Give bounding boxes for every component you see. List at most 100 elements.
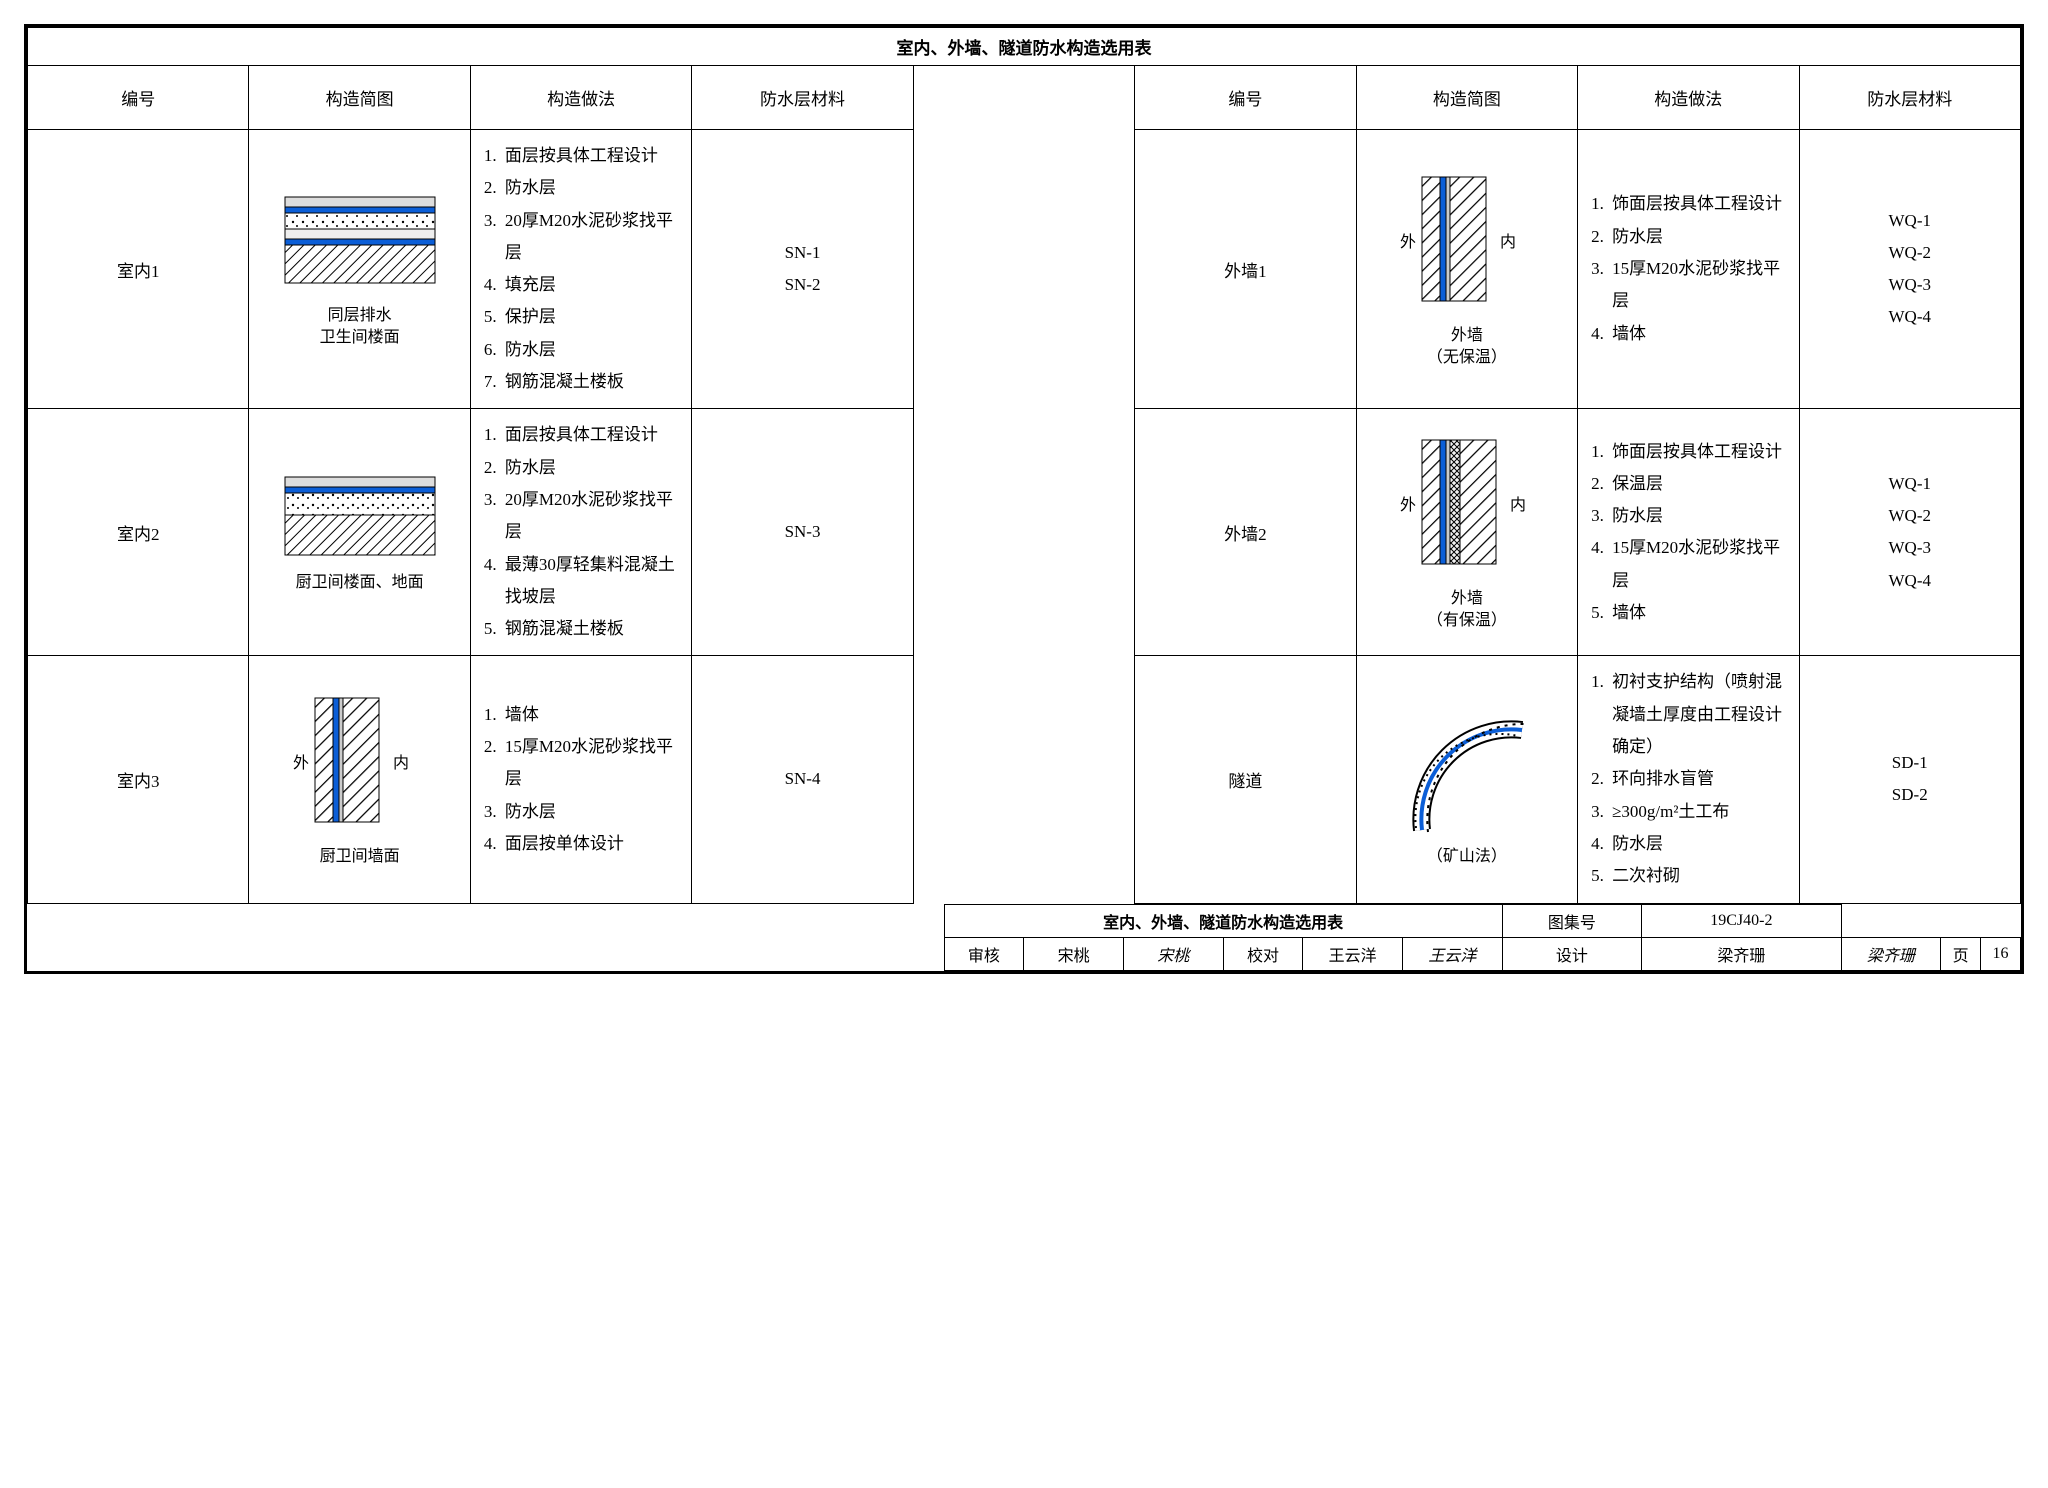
row-material: SN-1SN-2 [692,130,913,409]
method-step: 15厚M20水泥砂浆找平层 [501,731,683,796]
method-step: 20厚M20水泥砂浆找平层 [501,484,683,549]
method-step: 面层按具体工程设计 [501,419,683,451]
material-code: WQ-1 [1808,468,2013,500]
method-step: 墙体 [1608,597,1790,629]
material-code: SN-1 [700,237,904,269]
row-material: SN-3 [692,409,913,656]
row-diagram: 外 内 外墙（有保温） [1356,409,1577,656]
method-step: 填充层 [501,269,683,301]
method-step: 二次衬砌 [1608,860,1790,892]
method-step: 防水层 [1608,828,1790,860]
method-step: 保温层 [1608,468,1790,500]
design-sig: 梁齐珊 [1841,937,1941,970]
table-title: 室内、外墙、隧道防水构造选用表 [28,28,2021,66]
diagram-caption: 外墙（无保温） [1427,325,1507,370]
review-sig: 宋桃 [1123,937,1223,970]
material-code: SD-2 [1808,779,2013,811]
design-label: 设计 [1502,937,1642,970]
row-material: SD-1SD-2 [1799,656,2021,903]
method-step: 钢筋混凝土楼板 [501,366,683,398]
material-code: WQ-1 [1808,205,2013,237]
footer-title: 室内、外墙、隧道防水构造选用表 [944,904,1502,937]
method-step: 墙体 [501,699,683,731]
row-id: 室内3 [28,656,249,903]
check-name: 王云洋 [1303,937,1403,970]
row-method: 初衬支护结构（喷射混凝墙土厚度由工程设计确定）环向排水盲管≥300g/m²土工布… [1578,656,1799,903]
row-id: 隧道 [1135,656,1356,903]
row-id: 室内2 [28,409,249,656]
row-material: SN-4 [692,656,913,903]
material-code: WQ-2 [1808,500,2013,532]
row-id: 外墙2 [1135,409,1356,656]
table-row: 室内1 同层排水卫生间楼面 面层按具体工程设计防水层20厚M20水泥砂浆找平层填… [28,130,2021,409]
material-code: WQ-3 [1808,532,2013,564]
method-step: 防水层 [501,334,683,366]
row-diagram: （矿山法） [1356,656,1577,903]
method-step: 饰面层按具体工程设计 [1608,188,1790,220]
atlas-no: 19CJ40-2 [1642,904,1841,937]
header-row: 编号 构造简图 构造做法 防水层材料 编号 构造简图 构造做法 防水层材料 [28,66,2021,130]
page-label: 页 [1941,937,1981,970]
svg-text:外: 外 [293,754,309,772]
hdr-diagram-left: 构造简图 [249,66,470,130]
method-step: 钢筋混凝土楼板 [501,613,683,645]
method-step: 防水层 [501,172,683,204]
atlas-no-label: 图集号 [1502,904,1642,937]
method-step: 防水层 [501,452,683,484]
method-step: 防水层 [1608,221,1790,253]
method-step: 15厚M20水泥砂浆找平层 [1608,532,1790,597]
check-label: 校对 [1223,937,1303,970]
material-code: WQ-3 [1808,269,2013,301]
hdr-method-left: 构造做法 [470,66,691,130]
svg-text:内: 内 [1510,496,1526,514]
hdr-id-left: 编号 [28,66,249,130]
title-block: 室内、外墙、隧道防水构造选用表 图集号 19CJ40-2 审核 宋桃 宋桃 校对… [27,904,2021,971]
row-id: 外墙1 [1135,130,1356,409]
svg-text:内: 内 [1500,233,1516,251]
hdr-diagram-right: 构造简图 [1356,66,1577,130]
review-name: 宋桃 [1024,937,1124,970]
material-code: SN-2 [700,269,904,301]
material-code: SN-4 [700,763,904,795]
row-method: 面层按具体工程设计防水层20厚M20水泥砂浆找平层最薄30厚轻集料混凝土找坡层钢… [470,409,691,656]
row-material: WQ-1WQ-2WQ-3WQ-4 [1799,409,2021,656]
method-step: 15厚M20水泥砂浆找平层 [1608,253,1790,318]
material-code: SN-3 [700,516,904,548]
diagram-caption: 外墙（有保温） [1427,588,1507,633]
row-method: 饰面层按具体工程设计防水层15厚M20水泥砂浆找平层墙体 [1578,130,1799,409]
material-code: WQ-2 [1808,237,2013,269]
row-id: 室内1 [28,130,249,409]
review-label: 审核 [944,937,1024,970]
hdr-id-right: 编号 [1135,66,1356,130]
table-row: 室内2 厨卫间楼面、地面 面层按具体工程设计防水层20厚M20水泥砂浆找平层最薄… [28,409,2021,656]
row-diagram: 同层排水卫生间楼面 [249,130,470,409]
row-diagram: 外 内 外墙（无保温） [1356,130,1577,409]
row-diagram: 厨卫间楼面、地面 [249,409,470,656]
svg-text:外: 外 [1400,496,1416,514]
page-no: 16 [1981,937,2021,970]
svg-text:内: 内 [393,754,409,772]
method-step: 最薄30厚轻集料混凝土找坡层 [501,549,683,614]
material-code: WQ-4 [1808,565,2013,597]
row-method: 墙体15厚M20水泥砂浆找平层防水层面层按单体设计 [470,656,691,903]
method-step: 面层按具体工程设计 [501,140,683,172]
check-sig: 王云洋 [1402,937,1502,970]
method-step: 保护层 [501,301,683,333]
diagram-caption: 厨卫间墙面 [320,846,400,868]
method-step: 初衬支护结构（喷射混凝墙土厚度由工程设计确定） [1608,666,1790,763]
method-step: 面层按单体设计 [501,828,683,860]
hdr-material-right: 防水层材料 [1799,66,2021,130]
diagram-caption: 同层排水卫生间楼面 [320,305,400,350]
method-step: 墙体 [1608,318,1790,350]
material-code: WQ-4 [1808,301,2013,333]
table-row: 室内3 外 内 厨卫间墙面 墙体15厚M20水泥砂浆找平层防水层面层按单体设计 … [28,656,2021,903]
method-step: 防水层 [1608,500,1790,532]
hdr-method-right: 构造做法 [1578,66,1799,130]
row-diagram: 外 内 厨卫间墙面 [249,656,470,903]
row-material: WQ-1WQ-2WQ-3WQ-4 [1799,130,2021,409]
hdr-material-left: 防水层材料 [692,66,913,130]
method-step: 饰面层按具体工程设计 [1608,436,1790,468]
method-step: ≥300g/m²土工布 [1608,796,1790,828]
row-method: 饰面层按具体工程设计保温层防水层15厚M20水泥砂浆找平层墙体 [1578,409,1799,656]
material-code: SD-1 [1808,747,2013,779]
